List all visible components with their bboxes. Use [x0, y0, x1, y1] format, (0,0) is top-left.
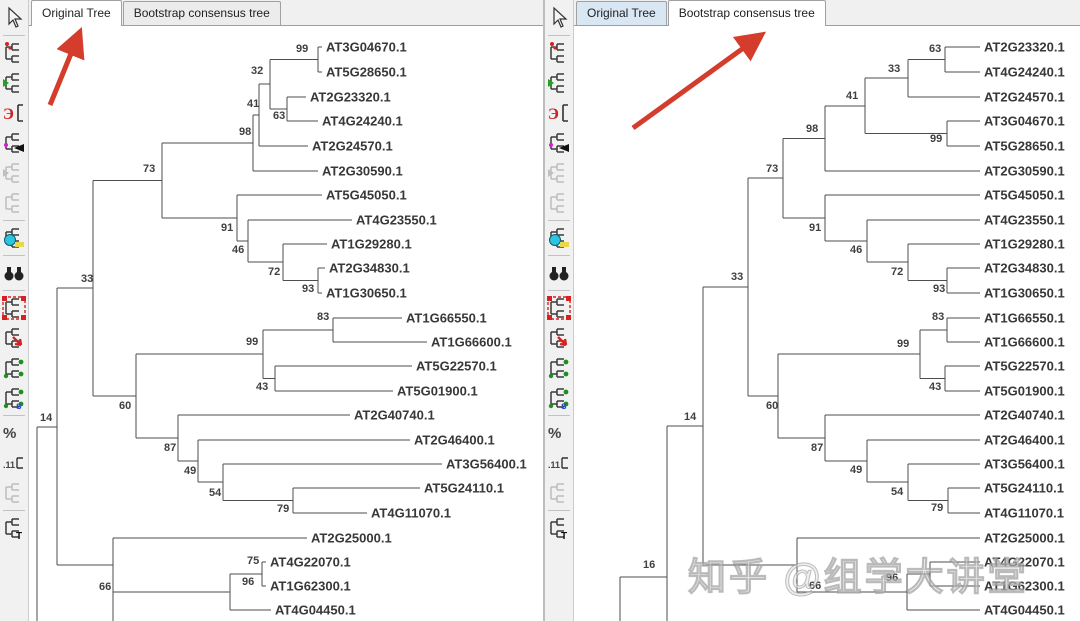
- flip-branches-icon[interactable]: Э: [2, 101, 26, 125]
- svg-text:%: %: [548, 425, 561, 442]
- sort-subtree-icon[interactable]: s: [2, 386, 26, 410]
- taxon-name-toggle-icon[interactable]: T: [547, 516, 571, 540]
- tab-original-tree[interactable]: Original Tree: [31, 0, 122, 26]
- prev-subtree-icon: [2, 161, 26, 185]
- svg-text:.11: .11: [3, 460, 15, 470]
- subtree-drawing-icon: [547, 191, 571, 215]
- pointer-cursor-icon[interactable]: [547, 6, 571, 30]
- tree-options-icon[interactable]: [2, 226, 26, 250]
- edit-tree-icon[interactable]: [2, 41, 26, 65]
- toolbar-divider: [548, 290, 570, 291]
- svg-text:%: %: [3, 425, 16, 442]
- tab-original-tree[interactable]: Original Tree: [576, 1, 667, 25]
- toolbar-divider: [548, 415, 570, 416]
- subtree-drawing-icon: [2, 191, 26, 215]
- root-tree-icon[interactable]: [547, 71, 571, 95]
- sort-subtree-icon[interactable]: s: [547, 386, 571, 410]
- svg-text:.11: .11: [548, 460, 560, 470]
- tab-label: Bootstrap consensus tree: [133, 6, 270, 20]
- tab-bootstrap-consensus-tree[interactable]: Bootstrap consensus tree: [667, 0, 826, 26]
- compress-subtree-icon[interactable]: [2, 131, 26, 155]
- toolbar-divider: [3, 510, 25, 511]
- svg-text:Э: Э: [3, 106, 14, 123]
- find-taxon-icon[interactable]: [547, 261, 571, 285]
- toolbar-divider: [548, 220, 570, 221]
- branch-length-display-icon[interactable]: .11: [2, 451, 26, 475]
- compress-subtree-icon[interactable]: [547, 131, 571, 155]
- resize-tree-icon[interactable]: [547, 326, 571, 350]
- tab-label: Original Tree: [42, 6, 111, 20]
- svg-text:s: s: [561, 401, 567, 410]
- root-tree-icon[interactable]: [2, 71, 26, 95]
- fit-tree-to-screen-icon[interactable]: [547, 296, 571, 320]
- swap-subtree-icon[interactable]: [547, 356, 571, 380]
- toolbar-divider: [3, 290, 25, 291]
- swap-subtree-icon[interactable]: [2, 356, 26, 380]
- prev-subtree-icon: [547, 161, 571, 185]
- svg-text:T: T: [16, 531, 22, 540]
- toolbar-divider: [3, 415, 25, 416]
- svg-text:s: s: [16, 401, 22, 410]
- show-percent-icon[interactable]: %: [2, 421, 26, 445]
- show-percent-icon[interactable]: %: [547, 421, 571, 445]
- branch-length-display-icon[interactable]: .11: [547, 451, 571, 475]
- tab-label: Original Tree: [587, 6, 656, 20]
- subtree-image-icon: [2, 481, 26, 505]
- tab-label: Bootstrap consensus tree: [678, 6, 815, 20]
- toolbar-divider: [548, 35, 570, 36]
- fit-tree-to-screen-icon[interactable]: [2, 296, 26, 320]
- toolbar-divider: [3, 35, 25, 36]
- tab-bootstrap-consensus-tree[interactable]: Bootstrap consensus tree: [122, 1, 281, 25]
- edit-tree-icon[interactable]: [547, 41, 571, 65]
- toolbar-divider: [3, 255, 25, 256]
- toolbar-divider: [548, 255, 570, 256]
- subtree-image-icon: [547, 481, 571, 505]
- pointer-cursor-icon[interactable]: [2, 6, 26, 30]
- find-taxon-icon[interactable]: [2, 261, 26, 285]
- toolbar-divider: [3, 220, 25, 221]
- svg-text:T: T: [561, 531, 567, 540]
- svg-text:Э: Э: [548, 106, 559, 123]
- flip-branches-icon[interactable]: Э: [547, 101, 571, 125]
- taxon-name-toggle-icon[interactable]: T: [2, 516, 26, 540]
- tab-bar-right: Original Tree Bootstrap consensus tree: [574, 0, 1080, 26]
- resize-tree-icon[interactable]: [2, 326, 26, 350]
- toolbar-divider: [548, 510, 570, 511]
- tab-bar-left: Original Tree Bootstrap consensus tree: [29, 0, 543, 26]
- tree-options-icon[interactable]: [547, 226, 571, 250]
